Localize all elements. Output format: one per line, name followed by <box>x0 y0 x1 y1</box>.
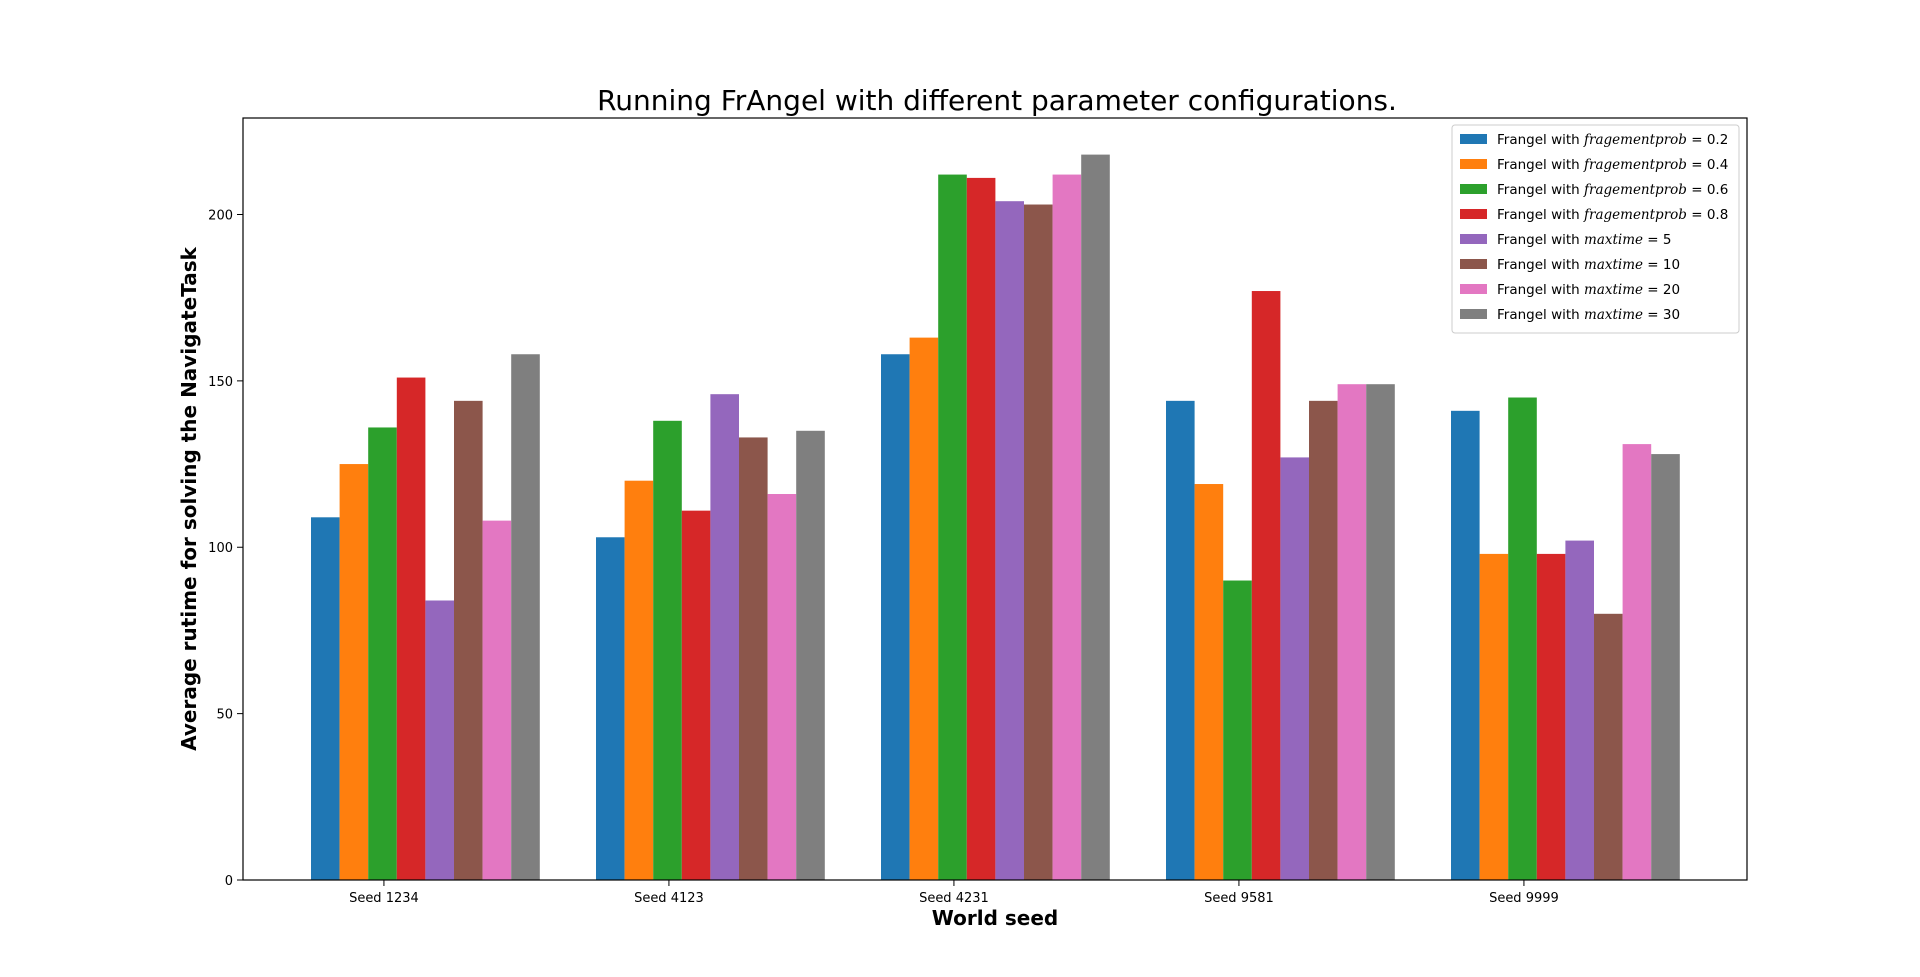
x-axis-label: World seed <box>932 906 1058 930</box>
y-tick-label: 150 <box>208 375 233 390</box>
legend-entry: Frangel with fragementprob = 0.4 <box>1497 157 1728 173</box>
bar <box>995 201 1024 880</box>
y-tick-label: 100 <box>208 541 233 556</box>
y-tick-label: 200 <box>208 208 233 223</box>
x-axis: Seed 1234 Seed 4123 Seed 4231 Seed 9581 Seed… <box>349 880 1559 906</box>
bar <box>1251 291 1281 880</box>
bar <box>1536 553 1566 880</box>
bar <box>1508 397 1537 880</box>
bar <box>1479 553 1509 880</box>
bar <box>1166 400 1195 880</box>
bar <box>767 494 797 880</box>
bar <box>739 437 768 880</box>
legend-entry: Frangel with maxtime = 30 <box>1497 307 1680 323</box>
legend-box <box>1451 124 1740 334</box>
bar <box>1337 384 1367 880</box>
y-tick-label: 0 <box>225 874 233 889</box>
y-axis: 0 50 100 150 200 <box>208 208 243 889</box>
legend-entry: Frangel with fragementprob = 0.2 <box>1497 132 1728 148</box>
x-tick-label: Seed 9581 <box>1204 891 1274 906</box>
legend-swatch <box>1460 159 1487 169</box>
legend-swatch <box>1460 209 1487 219</box>
x-tick-label: Seed 1234 <box>349 891 419 906</box>
bar <box>1052 174 1082 880</box>
bar <box>1622 444 1652 880</box>
legend-entry: Frangel with fragementprob = 0.6 <box>1497 182 1728 198</box>
x-tick-label: Seed 4123 <box>634 891 704 906</box>
bar <box>710 394 739 880</box>
bar <box>1651 454 1680 880</box>
legend-entry: Frangel with maxtime = 10 <box>1497 257 1680 273</box>
bar <box>909 337 939 880</box>
legend-entry: Frangel with maxtime = 20 <box>1497 282 1680 298</box>
bar <box>368 427 397 880</box>
bar <box>1451 410 1480 880</box>
legend-swatch <box>1460 234 1487 244</box>
bar <box>339 464 369 880</box>
bar <box>966 177 996 880</box>
bar <box>1223 580 1252 880</box>
bar <box>511 354 540 880</box>
bar <box>881 354 910 880</box>
legend-entry: Frangel with fragementprob = 0.8 <box>1497 207 1728 223</box>
y-tick-label: 50 <box>216 708 233 723</box>
bars-layer <box>311 154 1680 881</box>
legend-swatch <box>1460 309 1487 319</box>
bar <box>454 400 483 880</box>
bar <box>681 510 711 880</box>
bar <box>1194 484 1224 880</box>
bar <box>396 377 426 880</box>
bar <box>796 430 825 880</box>
legend-swatch <box>1460 134 1487 144</box>
legend-swatch <box>1460 284 1487 294</box>
chart-title: Running FrAngel with different parameter… <box>597 84 1397 117</box>
bar <box>482 520 512 880</box>
bar <box>1081 154 1110 881</box>
y-axis-label: Average rutime for solving the NavigateT… <box>177 246 201 750</box>
plot-frame <box>242 117 1748 881</box>
x-tick-label: Seed 9999 <box>1489 891 1559 906</box>
x-tick-label: Seed 4231 <box>919 891 989 906</box>
bar <box>1594 613 1623 880</box>
legend-swatch <box>1460 259 1487 269</box>
bar <box>1565 540 1594 880</box>
legend: Frangel with fragementprob = 0.2 Frangel … <box>1451 124 1740 334</box>
legend-swatch <box>1460 184 1487 194</box>
bar <box>311 517 340 880</box>
bar <box>1309 400 1338 880</box>
bar <box>425 600 454 880</box>
bar <box>1024 204 1053 880</box>
bar <box>624 480 654 880</box>
bar <box>653 420 682 880</box>
bar <box>1280 457 1309 880</box>
bar <box>938 174 967 880</box>
bar <box>1366 384 1395 880</box>
bar <box>596 537 625 880</box>
legend-entry: Frangel with maxtime = 5 <box>1497 232 1672 248</box>
